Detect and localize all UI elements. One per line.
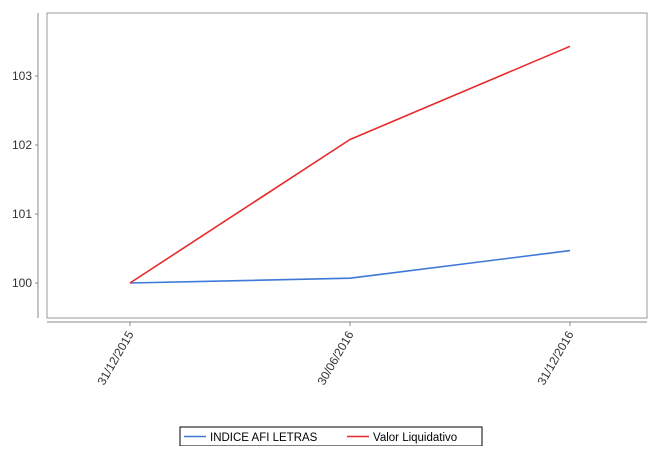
legend-label: Valor Liquidativo — [373, 432, 457, 444]
x-tick-label: 30/06/2016 — [314, 328, 356, 387]
x-tick-label: 31/12/2016 — [534, 328, 576, 387]
y-tick-label: 100 — [12, 276, 32, 290]
plot-area — [46, 12, 648, 319]
y-tick-label: 102 — [12, 138, 32, 152]
series-line-valor-liquidativo — [129, 45, 571, 284]
series-line-indice-afi-letras — [129, 249, 571, 284]
x-tick-label: 31/12/2015 — [94, 328, 136, 387]
legend: INDICE AFI LETRAS Valor Liquidativo — [179, 426, 483, 447]
y-tick-label: 101 — [12, 207, 32, 221]
legend-label: INDICE AFI LETRAS — [210, 432, 318, 444]
y-tick-label: 103 — [12, 69, 32, 83]
